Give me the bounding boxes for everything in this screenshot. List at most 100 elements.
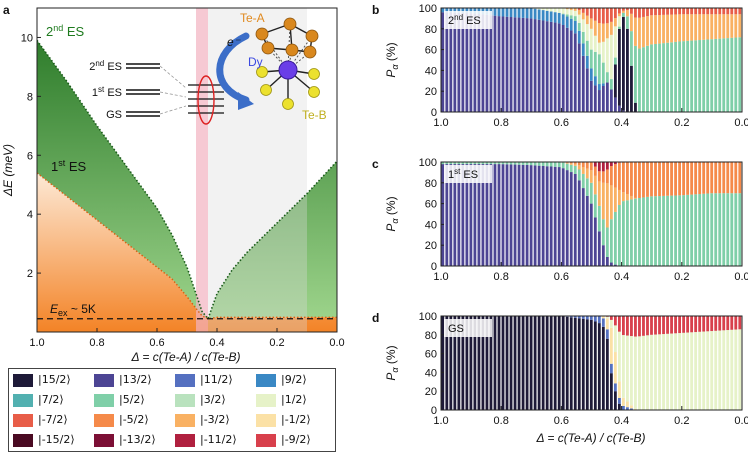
bar-segment: [690, 316, 694, 333]
bar-segment: [686, 332, 690, 410]
bar-segment: [585, 68, 589, 112]
bar-segment: [730, 316, 734, 330]
bar-segment: [634, 162, 637, 198]
legend-swatch: [13, 394, 33, 407]
bar-segment: [670, 162, 673, 196]
bar-segment: [734, 14, 738, 38]
bar-segment: [686, 162, 690, 195]
bar-segment: [678, 8, 681, 15]
bar-segment: [617, 26, 621, 29]
bar-segment: [589, 18, 593, 29]
bar-segment: [589, 182, 593, 204]
label-sub: ex: [58, 308, 68, 318]
bar-segment: [730, 37, 734, 112]
panel-b-bars: [441, 8, 742, 113]
bar-segment: [549, 8, 553, 12]
bar-segment: [678, 316, 681, 334]
bar-segment: [565, 163, 569, 171]
legend-swatch: [175, 374, 195, 387]
bar-segment: [626, 10, 629, 17]
bar-segment: [569, 8, 573, 11]
energy-level-label: GS: [106, 109, 122, 121]
bar-segment: [585, 24, 589, 41]
bar-segment: [573, 165, 577, 174]
energy-level-label: 2nd ES: [89, 59, 122, 73]
bar-segment: [730, 162, 734, 194]
bar-segment: [634, 316, 637, 337]
label-sup: nd: [454, 13, 463, 22]
bar-segment: [613, 162, 617, 165]
bar-segment: [658, 43, 661, 112]
bar-segment: [573, 20, 577, 34]
bar-segment: [533, 162, 537, 166]
bar-segment: [726, 316, 730, 331]
bar-segment: [533, 165, 537, 266]
bar-segment: [666, 316, 669, 334]
x-tick-label: 0.4: [209, 337, 224, 349]
bar-segment: [674, 14, 677, 42]
bar-segment: [557, 12, 561, 24]
legend-item: |-1/2⟩: [252, 411, 333, 429]
legend-label: |-11/2⟩: [200, 433, 237, 446]
bar-segment: [545, 166, 549, 266]
bar-segment: [565, 316, 569, 410]
bond-dashed: [287, 35, 313, 71]
bar-segment: [581, 162, 585, 167]
label-part: P: [384, 373, 398, 381]
bar-segment: [553, 166, 557, 266]
bar-segment: [565, 170, 569, 266]
legend-label: |1/2⟩: [281, 393, 307, 406]
bar-segment: [557, 167, 561, 266]
area-2nd-es: [37, 40, 337, 319]
bar-segment: [609, 363, 613, 374]
bar-segment: [517, 17, 521, 112]
legend-label: |7/2⟩: [38, 393, 64, 406]
bar-segment: [541, 10, 545, 21]
bar-segment: [541, 20, 545, 113]
label-part: ES: [63, 24, 84, 39]
bar-segment: [445, 8, 449, 13]
bar-segment: [666, 42, 669, 112]
bar-segment: [597, 162, 601, 172]
bar-segment: [517, 162, 521, 165]
label-part: ES: [463, 15, 481, 27]
bar-segment: [581, 166, 585, 174]
bar-segment: [678, 195, 681, 266]
y-tick-label: 0: [431, 405, 437, 417]
bar-segment: [706, 39, 710, 112]
bar-segment: [682, 41, 686, 112]
bar-segment: [445, 12, 449, 113]
bar-segment: [626, 8, 629, 11]
bar-segment: [622, 17, 625, 111]
bar-segment: [561, 168, 565, 266]
legend-item: |5/2⟩: [90, 391, 171, 409]
bar-segment: [505, 164, 509, 266]
label-part: ES: [460, 169, 478, 181]
label-part: P: [384, 224, 398, 232]
bar-segment: [461, 162, 465, 165]
bar-segment: [626, 16, 629, 29]
bar-segment: [658, 196, 661, 266]
y-tick-label: 6: [27, 150, 33, 162]
bar-segment: [674, 41, 677, 112]
bar-segment: [613, 18, 617, 27]
legend-item: |11/2⟩: [171, 371, 252, 389]
bar-segment: [609, 162, 613, 166]
bar-segment: [738, 316, 742, 330]
bar-segment: [585, 40, 589, 56]
bar-segment: [489, 162, 493, 165]
bar-segment: [473, 164, 477, 266]
bar-segment: [597, 54, 601, 85]
bar-segment: [529, 162, 533, 166]
bar-segment: [605, 23, 609, 39]
bar-segment: [617, 204, 621, 266]
bar-segment: [457, 316, 461, 410]
bar-segment: [630, 195, 633, 200]
bar-segment: [493, 316, 497, 410]
bar-segment: [622, 110, 625, 112]
bar-segment: [642, 162, 645, 198]
bar-segment: [517, 8, 521, 18]
bar-segment: [573, 33, 577, 112]
bar-segment: [569, 317, 573, 410]
bar-segment: [589, 80, 593, 112]
